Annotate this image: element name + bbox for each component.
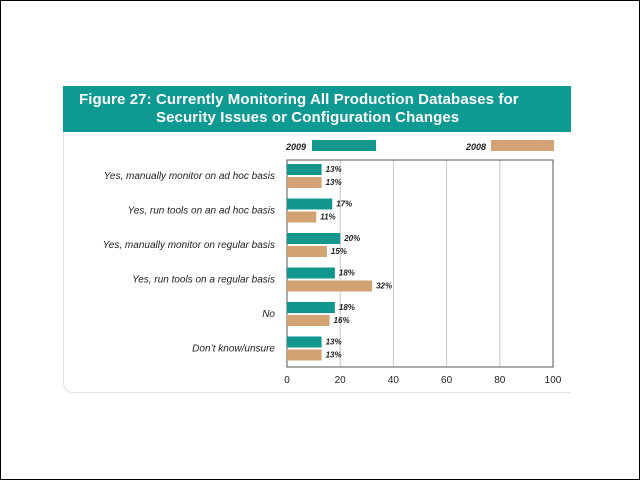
data-label-2009: 18%: [339, 269, 355, 278]
x-tick-label: 20: [335, 375, 347, 386]
bar-2009: [287, 336, 322, 348]
legend-label-2008: 2008: [465, 142, 486, 152]
bar-2009: [287, 198, 333, 210]
data-label-2009: 13%: [326, 338, 342, 347]
plot-frame: [286, 159, 554, 368]
bar-2008: [287, 177, 322, 188]
legend-label-2009: 2009: [285, 142, 306, 152]
figure-title-line-2: Security Issues or Configuration Changes: [156, 109, 460, 126]
bar-2009: [287, 164, 322, 175]
category-label: Yes, manually monitor on ad hoc basis: [104, 171, 275, 182]
category-label: Yes, manually monitor on regular basis: [103, 240, 275, 251]
bar-2008: [287, 280, 373, 292]
bar-2008: [287, 315, 330, 326]
data-label-2008: 16%: [334, 316, 350, 325]
x-tick-label: 60: [441, 375, 453, 386]
bar-2009: [287, 267, 335, 279]
figure-title-bar: Figure 27: Currently Monitoring All Prod…: [63, 86, 571, 132]
bar-2009: [287, 233, 341, 244]
category-label: No: [262, 309, 275, 320]
data-label-2009: 13%: [326, 165, 342, 174]
data-label-2008: 13%: [326, 351, 342, 360]
data-label-2009: 17%: [336, 200, 352, 209]
data-label-2008: 32%: [376, 282, 392, 291]
bar-2008: [287, 211, 317, 223]
bar-2008: [287, 246, 327, 257]
x-tick-label: 0: [284, 375, 290, 386]
data-label-2009: 18%: [339, 303, 355, 312]
bar-2009: [287, 302, 335, 313]
chart-panel: [63, 132, 570, 393]
data-label-2008: 13%: [326, 178, 342, 187]
data-label-2008: 11%: [320, 213, 335, 222]
bar-2008: [287, 349, 322, 361]
category-label: Yes, run tools on an ad hoc basis: [128, 206, 275, 217]
data-label-2008: 15%: [331, 247, 347, 256]
plot-area: [287, 160, 553, 367]
x-tick-label: 40: [388, 375, 400, 386]
x-tick-label: 100: [545, 375, 562, 386]
category-label: Yes, run tools on a regular basis: [132, 275, 275, 286]
x-tick-label: 80: [494, 375, 506, 386]
figure-title-line-1: Figure 27: Currently Monitoring All Prod…: [79, 91, 519, 108]
legend-swatch-2009: [312, 140, 376, 151]
category-label: Don’t know/unsure: [192, 344, 275, 355]
legend-swatch-2008: [491, 140, 554, 151]
data-label-2009: 20%: [343, 234, 360, 243]
